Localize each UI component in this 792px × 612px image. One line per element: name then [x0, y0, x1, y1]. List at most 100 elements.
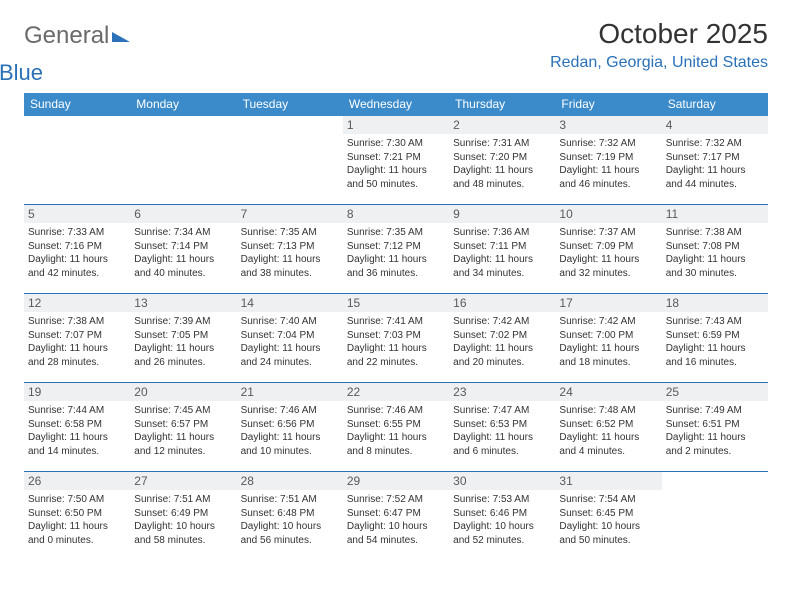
daylight-line: Daylight: 11 hours and 0 minutes.: [28, 520, 126, 547]
day-number: 12: [24, 294, 130, 312]
calendar-day-cell: 11 Sunrise: 7:38 AMSunset: 7:08 PMDayligh…: [662, 205, 768, 293]
calendar-day-cell: 26Sunrise: 7:50 AMSunset: 6:50 PMDayligh…: [24, 472, 130, 560]
day-facts: Sunrise: 7:49 AMSunset: 6:51 PMDaylight:…: [666, 404, 764, 458]
sunrise-line: Sunrise: 7:50 AM: [28, 493, 126, 507]
day-facts: Sunrise: 7:37 AMSunset: 7:09 PMDaylight:…: [559, 226, 657, 280]
daylight-line: Daylight: 11 hours and 50 minutes.: [347, 164, 445, 191]
sunset-line: Sunset: 6:45 PM: [559, 507, 657, 521]
calendar-day-cell: 13Sunrise: 7:39 AMSunset: 7:05 PMDayligh…: [130, 294, 236, 382]
day-number: 2: [449, 116, 555, 134]
daylight-line: Daylight: 11 hours and 28 minutes.: [28, 342, 126, 369]
daylight-line: Daylight: 11 hours and 38 minutes.: [241, 253, 339, 280]
day-number: 30: [449, 472, 555, 490]
sunset-line: Sunset: 7:04 PM: [241, 329, 339, 343]
day-facts: Sunrise: 7:38 AMSunset: 7:08 PMDaylight:…: [666, 226, 764, 280]
calendar-day-cell: 12Sunrise: 7:38 AMSunset: 7:07 PMDayligh…: [24, 294, 130, 382]
day-number: 20: [130, 383, 236, 401]
daylight-line: Daylight: 11 hours and 22 minutes.: [347, 342, 445, 369]
sunrise-line: Sunrise: 7:52 AM: [347, 493, 445, 507]
sunrise-line: Sunrise: 7:34 AM: [134, 226, 232, 240]
day-number: 23: [449, 383, 555, 401]
sunset-line: Sunset: 7:14 PM: [134, 240, 232, 254]
sunrise-line: Sunrise: 7:46 AM: [347, 404, 445, 418]
sunrise-line: Sunrise: 7:43 AM: [666, 315, 764, 329]
day-facts: Sunrise: 7:53 AMSunset: 6:46 PMDaylight:…: [453, 493, 551, 547]
day-facts: Sunrise: 7:46 AMSunset: 6:55 PMDaylight:…: [347, 404, 445, 458]
day-number: 8: [343, 205, 449, 223]
sunrise-line: Sunrise: 7:49 AM: [666, 404, 764, 418]
sunset-line: Sunset: 6:50 PM: [28, 507, 126, 521]
day-number: 15: [343, 294, 449, 312]
day-facts: Sunrise: 7:31 AMSunset: 7:20 PMDaylight:…: [453, 137, 551, 191]
sunrise-line: Sunrise: 7:44 AM: [28, 404, 126, 418]
sunrise-line: Sunrise: 7:32 AM: [666, 137, 764, 151]
daylight-line: Daylight: 10 hours and 58 minutes.: [134, 520, 232, 547]
sunset-line: Sunset: 6:47 PM: [347, 507, 445, 521]
day-number: 11: [662, 205, 768, 223]
month-title: October 2025: [550, 18, 768, 50]
column-header: Wednesday: [343, 93, 449, 116]
column-header-row: Sunday Monday Tuesday Wednesday Thursday…: [24, 93, 768, 116]
column-header: Tuesday: [237, 93, 343, 116]
sunset-line: Sunset: 7:13 PM: [241, 240, 339, 254]
daylight-line: Daylight: 11 hours and 12 minutes.: [134, 431, 232, 458]
calendar-day-cell: [130, 116, 236, 204]
day-facts: Sunrise: 7:41 AMSunset: 7:03 PMDaylight:…: [347, 315, 445, 369]
sunset-line: Sunset: 7:12 PM: [347, 240, 445, 254]
day-number: 14: [237, 294, 343, 312]
calendar-week-row: 5Sunrise: 7:33 AMSunset: 7:16 PMDaylight…: [24, 205, 768, 294]
day-number: 29: [343, 472, 449, 490]
sunrise-line: Sunrise: 7:38 AM: [28, 315, 126, 329]
calendar-day-cell: 2 Sunrise: 7:31 AMSunset: 7:20 PMDaylight…: [449, 116, 555, 204]
sunset-line: Sunset: 6:56 PM: [241, 418, 339, 432]
sunrise-line: Sunrise: 7:45 AM: [134, 404, 232, 418]
day-number: 1: [343, 116, 449, 134]
daylight-line: Daylight: 11 hours and 36 minutes.: [347, 253, 445, 280]
calendar-day-cell: 1Sunrise: 7:30 AMSunset: 7:21 PMDaylight…: [343, 116, 449, 204]
sunrise-line: Sunrise: 7:36 AM: [453, 226, 551, 240]
daylight-line: Daylight: 11 hours and 40 minutes.: [134, 253, 232, 280]
logo-word-blue: Blue: [0, 48, 43, 84]
sunrise-line: Sunrise: 7:42 AM: [453, 315, 551, 329]
day-facts: Sunrise: 7:39 AMSunset: 7:05 PMDaylight:…: [134, 315, 232, 369]
day-number: 19: [24, 383, 130, 401]
sunrise-line: Sunrise: 7:51 AM: [241, 493, 339, 507]
calendar-day-cell: 8Sunrise: 7:35 AMSunset: 7:12 PMDaylight…: [343, 205, 449, 293]
calendar-week-row: 26Sunrise: 7:50 AMSunset: 6:50 PMDayligh…: [24, 472, 768, 560]
sunset-line: Sunset: 6:55 PM: [347, 418, 445, 432]
day-number: 3: [555, 116, 661, 134]
weeks-container: 1Sunrise: 7:30 AMSunset: 7:21 PMDaylight…: [24, 116, 768, 560]
sunrise-line: Sunrise: 7:41 AM: [347, 315, 445, 329]
daylight-line: Daylight: 11 hours and 42 minutes.: [28, 253, 126, 280]
calendar-day-cell: 23Sunrise: 7:47 AMSunset: 6:53 PMDayligh…: [449, 383, 555, 471]
day-facts: Sunrise: 7:36 AMSunset: 7:11 PMDaylight:…: [453, 226, 551, 280]
day-number: 16: [449, 294, 555, 312]
daylight-line: Daylight: 11 hours and 48 minutes.: [453, 164, 551, 191]
column-header: Thursday: [449, 93, 555, 116]
day-facts: Sunrise: 7:32 AMSunset: 7:17 PMDaylight:…: [666, 137, 764, 191]
sunset-line: Sunset: 7:09 PM: [559, 240, 657, 254]
calendar-day-cell: 16Sunrise: 7:42 AMSunset: 7:02 PMDayligh…: [449, 294, 555, 382]
calendar-day-cell: 28Sunrise: 7:51 AMSunset: 6:48 PMDayligh…: [237, 472, 343, 560]
column-header: Friday: [555, 93, 661, 116]
daylight-line: Daylight: 10 hours and 50 minutes.: [559, 520, 657, 547]
day-number: 9: [449, 205, 555, 223]
day-facts: Sunrise: 7:32 AMSunset: 7:19 PMDaylight:…: [559, 137, 657, 191]
logo: General Blue: [24, 18, 132, 85]
day-number: 17: [555, 294, 661, 312]
day-number: 6: [130, 205, 236, 223]
daylight-line: Daylight: 11 hours and 4 minutes.: [559, 431, 657, 458]
sunset-line: Sunset: 7:05 PM: [134, 329, 232, 343]
calendar-day-cell: [662, 472, 768, 560]
daylight-line: Daylight: 11 hours and 30 minutes.: [666, 253, 764, 280]
calendar-day-cell: 5Sunrise: 7:33 AMSunset: 7:16 PMDaylight…: [24, 205, 130, 293]
calendar-day-cell: 6 Sunrise: 7:34 AMSunset: 7:14 PMDaylight…: [130, 205, 236, 293]
header: General Blue October 2025 Redan, Georgia…: [24, 18, 768, 85]
calendar-day-cell: 3 Sunrise: 7:32 AMSunset: 7:19 PMDaylight…: [555, 116, 661, 204]
day-facts: Sunrise: 7:40 AMSunset: 7:04 PMDaylight:…: [241, 315, 339, 369]
calendar-day-cell: 4Sunrise: 7:32 AMSunset: 7:17 PMDaylight…: [662, 116, 768, 204]
calendar-day-cell: 30 Sunrise: 7:53 AMSunset: 6:46 PMDayligh…: [449, 472, 555, 560]
calendar-grid: Sunday Monday Tuesday Wednesday Thursday…: [24, 93, 768, 560]
calendar-day-cell: 27Sunrise: 7:51 AMSunset: 6:49 PMDayligh…: [130, 472, 236, 560]
sunset-line: Sunset: 6:49 PM: [134, 507, 232, 521]
